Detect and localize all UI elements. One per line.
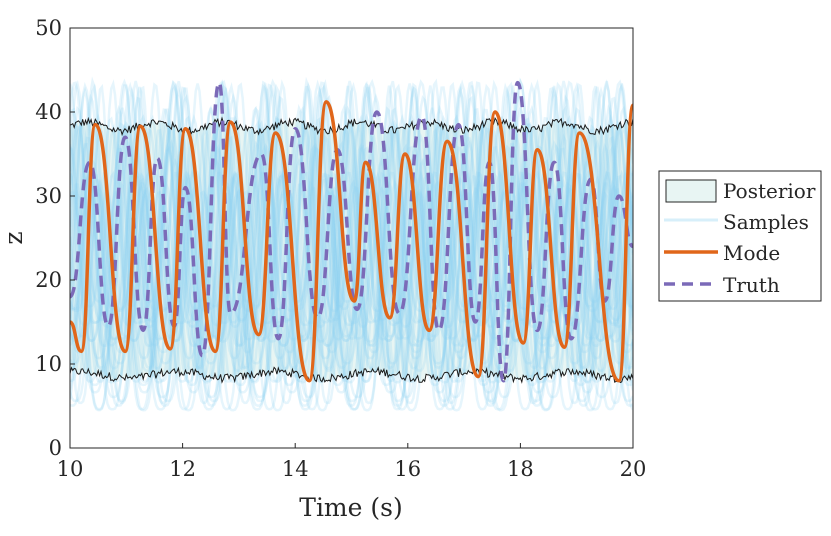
legend-swatch-posterior [665, 179, 717, 203]
y-axis-title: z [0, 231, 28, 244]
posterior-upper-bound [70, 116, 633, 137]
sample-trace [70, 118, 633, 360]
legend-label-mode: Mode [723, 241, 780, 265]
sample-trace [70, 113, 633, 308]
legend-label-posterior: Posterior [723, 179, 816, 203]
sample-trace [70, 178, 633, 354]
sample-trace [70, 82, 633, 405]
legend-label-truth: Truth [723, 273, 780, 297]
sample-trace [70, 132, 633, 384]
sample-trace [70, 171, 633, 411]
y-tick-label: 10 [35, 352, 62, 376]
sample-trace [70, 170, 633, 407]
sample-trace [70, 175, 633, 365]
legend-label-samples: Samples [723, 210, 809, 234]
sample-trace [70, 79, 633, 369]
x-tick-label: 16 [394, 457, 421, 481]
x-tick-label: 14 [282, 457, 309, 481]
sample-trace [70, 82, 633, 383]
sample-trace [70, 178, 633, 412]
legend: Posterior Samples Mode Truth [658, 170, 822, 302]
plot-frame [69, 27, 634, 449]
sample-trace [70, 123, 633, 372]
sample-trace [70, 124, 633, 383]
plot-area [70, 76, 633, 412]
x-tick-label: 10 [57, 457, 84, 481]
y-tick-label: 20 [35, 268, 62, 292]
sample-trace [70, 104, 633, 324]
sample-trace [70, 184, 633, 313]
sample-trace [70, 170, 633, 399]
sample-trace [70, 125, 633, 343]
y-tick-label: 30 [35, 184, 62, 208]
x-tick-label: 12 [169, 457, 196, 481]
sample-trace [70, 189, 633, 403]
posterior-lower-bound [70, 366, 633, 384]
y-tick-label: 50 [35, 16, 62, 40]
sample-trace [70, 171, 633, 347]
sample-trace [70, 188, 633, 327]
y-tick-label: 40 [35, 100, 62, 124]
x-axis-title: Time (s) [299, 493, 402, 522]
y-tick-label: 0 [49, 436, 62, 460]
truth-line [70, 80, 633, 383]
sample-trace [70, 169, 633, 342]
x-tick-label: 20 [620, 457, 647, 481]
x-tick-label: 18 [507, 457, 534, 481]
sample-trace [70, 118, 633, 347]
sample-trace [70, 76, 633, 370]
mode-line [70, 100, 633, 383]
